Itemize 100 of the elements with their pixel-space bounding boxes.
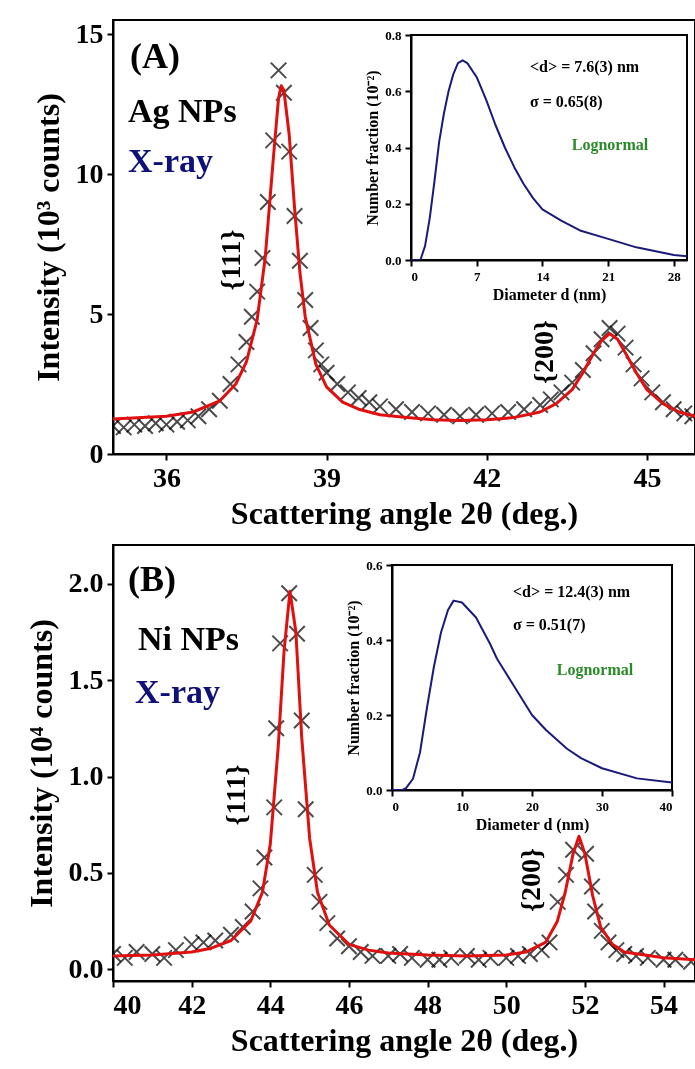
- annotation: X-ray: [135, 673, 220, 710]
- point: [654, 393, 672, 411]
- point: [229, 355, 248, 374]
- x-tick-label: 39: [313, 461, 342, 493]
- point: [328, 929, 346, 948]
- point: [352, 943, 370, 961]
- point: [469, 951, 488, 969]
- y-tick-label: 0.2: [366, 707, 383, 723]
- point: [521, 945, 539, 963]
- point: [200, 400, 218, 418]
- y-tick-label: 0.8: [385, 27, 402, 43]
- x-axis-title: Diameter d (nm): [492, 285, 607, 304]
- point: [616, 338, 635, 357]
- point: [267, 719, 285, 738]
- point: [271, 634, 289, 653]
- annotation: <d> = 7.6(3) nm: [530, 58, 640, 76]
- point: [301, 319, 320, 337]
- x-tick-label: 42: [178, 988, 207, 1020]
- point: [340, 937, 358, 956]
- point: [146, 414, 165, 432]
- point: [179, 411, 197, 430]
- y-tick-label: 5: [89, 297, 104, 329]
- point: [328, 375, 346, 393]
- point: [586, 902, 604, 921]
- x-tick-label: 7: [473, 268, 481, 284]
- point: [114, 418, 133, 437]
- point: [607, 941, 626, 959]
- point: [157, 415, 176, 434]
- point: [549, 893, 567, 911]
- point: [296, 800, 315, 819]
- annotation: Ag NPs: [128, 92, 237, 129]
- point: [310, 893, 329, 911]
- x-tick-label: 48: [414, 988, 443, 1020]
- x-tick-label: 44: [256, 988, 285, 1020]
- y-tick-label: 1.0: [68, 760, 104, 791]
- point: [243, 308, 261, 326]
- y-tick-label: 0.0: [385, 252, 402, 268]
- annotation: Ni NPs: [138, 620, 240, 657]
- annotation: {200}: [515, 847, 546, 913]
- y-tick-label: 0.0: [366, 782, 383, 798]
- point: [531, 396, 549, 414]
- point: [624, 355, 643, 374]
- annotation: {200}: [528, 319, 559, 385]
- point: [608, 324, 627, 343]
- x-tick-label: 40: [659, 798, 673, 814]
- point: [600, 319, 619, 337]
- point: [349, 389, 368, 407]
- point: [574, 361, 592, 379]
- x-tick-label: 21: [602, 268, 616, 284]
- annotation: X-ray: [128, 142, 213, 179]
- point: [577, 844, 595, 863]
- x-tick-label: 36: [152, 461, 181, 493]
- point: [509, 947, 527, 965]
- y-axis-title: Intensity (10⁴ counts): [22, 619, 59, 908]
- point: [189, 407, 208, 425]
- point: [265, 798, 283, 817]
- point: [285, 207, 304, 225]
- x-tick-label: 46: [335, 988, 364, 1020]
- point: [627, 947, 645, 965]
- point: [116, 949, 134, 967]
- point: [234, 918, 252, 936]
- y-tick-label: 0.2: [385, 196, 402, 212]
- x-tick-label: 42: [473, 461, 502, 493]
- x-axis-title: Scattering angle 2θ (deg.): [230, 494, 579, 531]
- point: [675, 404, 694, 423]
- point: [592, 330, 611, 348]
- y-tick-label: 0.0: [68, 952, 104, 984]
- point: [317, 364, 336, 382]
- y-axis-title: Number fraction (10⁻²): [345, 600, 364, 756]
- point: [391, 945, 409, 963]
- x-axis-title: Scattering angle 2θ (deg.): [230, 1021, 579, 1058]
- y-tick-label: 0: [89, 437, 104, 469]
- y-tick-label: 2.0: [68, 567, 104, 599]
- point: [615, 945, 633, 963]
- point: [532, 941, 551, 959]
- point: [584, 344, 603, 362]
- point: [599, 933, 618, 952]
- x-tick-label: 10: [456, 798, 469, 814]
- point: [307, 341, 325, 360]
- point: [296, 291, 314, 309]
- y-tick-label: 1.5: [68, 663, 104, 695]
- y-tick-label: 0.4: [366, 632, 383, 648]
- annotation: Lognormal: [556, 661, 634, 679]
- y-tick-label: 0.4: [385, 140, 402, 155]
- x-tick-label: 45: [633, 461, 662, 493]
- x-tick-label: 0: [411, 268, 418, 284]
- point: [182, 935, 201, 954]
- point: [264, 131, 282, 150]
- point: [251, 879, 270, 898]
- annotation: σ = 0.51(7): [513, 616, 586, 634]
- annotation: {111}: [220, 764, 251, 826]
- point: [248, 282, 266, 301]
- x-tick-label: 14: [536, 268, 550, 284]
- point: [167, 941, 185, 959]
- point: [557, 866, 575, 884]
- point: [552, 383, 571, 402]
- point: [583, 877, 601, 896]
- point: [136, 417, 154, 435]
- point: [125, 415, 144, 434]
- point: [540, 933, 559, 952]
